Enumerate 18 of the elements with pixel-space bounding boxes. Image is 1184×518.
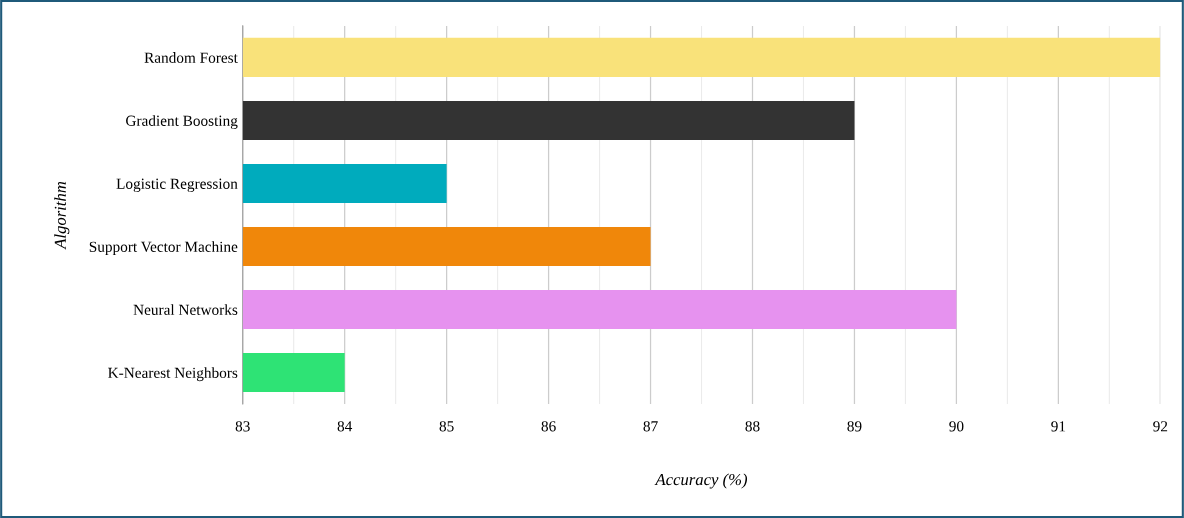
x-tick-label: 90 bbox=[949, 421, 964, 432]
x-axis-title: Accuracy (%) bbox=[654, 473, 748, 489]
y-axis-title: Algorithm bbox=[54, 181, 70, 250]
x-tick-label: 83 bbox=[235, 421, 250, 432]
x-tick-label: 89 bbox=[847, 421, 862, 432]
x-tick-label: 92 bbox=[1153, 421, 1168, 432]
x-tick-label: 85 bbox=[439, 421, 454, 432]
y-tick-label: K-Nearest Neighbors bbox=[108, 367, 238, 382]
x-tick-label: 86 bbox=[541, 421, 556, 432]
x-tick-label: 87 bbox=[643, 421, 658, 432]
y-tick-label: Logistic Regression bbox=[116, 178, 238, 193]
y-tick-label: Support Vector Machine bbox=[89, 241, 238, 256]
y-tick-label: Neural Networks bbox=[133, 304, 238, 315]
y-tick-label: Random Forest bbox=[144, 52, 238, 63]
y-tick-label: Gradient Boosting bbox=[126, 115, 238, 130]
x-tick-label: 91 bbox=[1051, 421, 1066, 432]
x-tick-label: 84 bbox=[337, 421, 353, 432]
x-tick-label: 88 bbox=[745, 421, 760, 432]
